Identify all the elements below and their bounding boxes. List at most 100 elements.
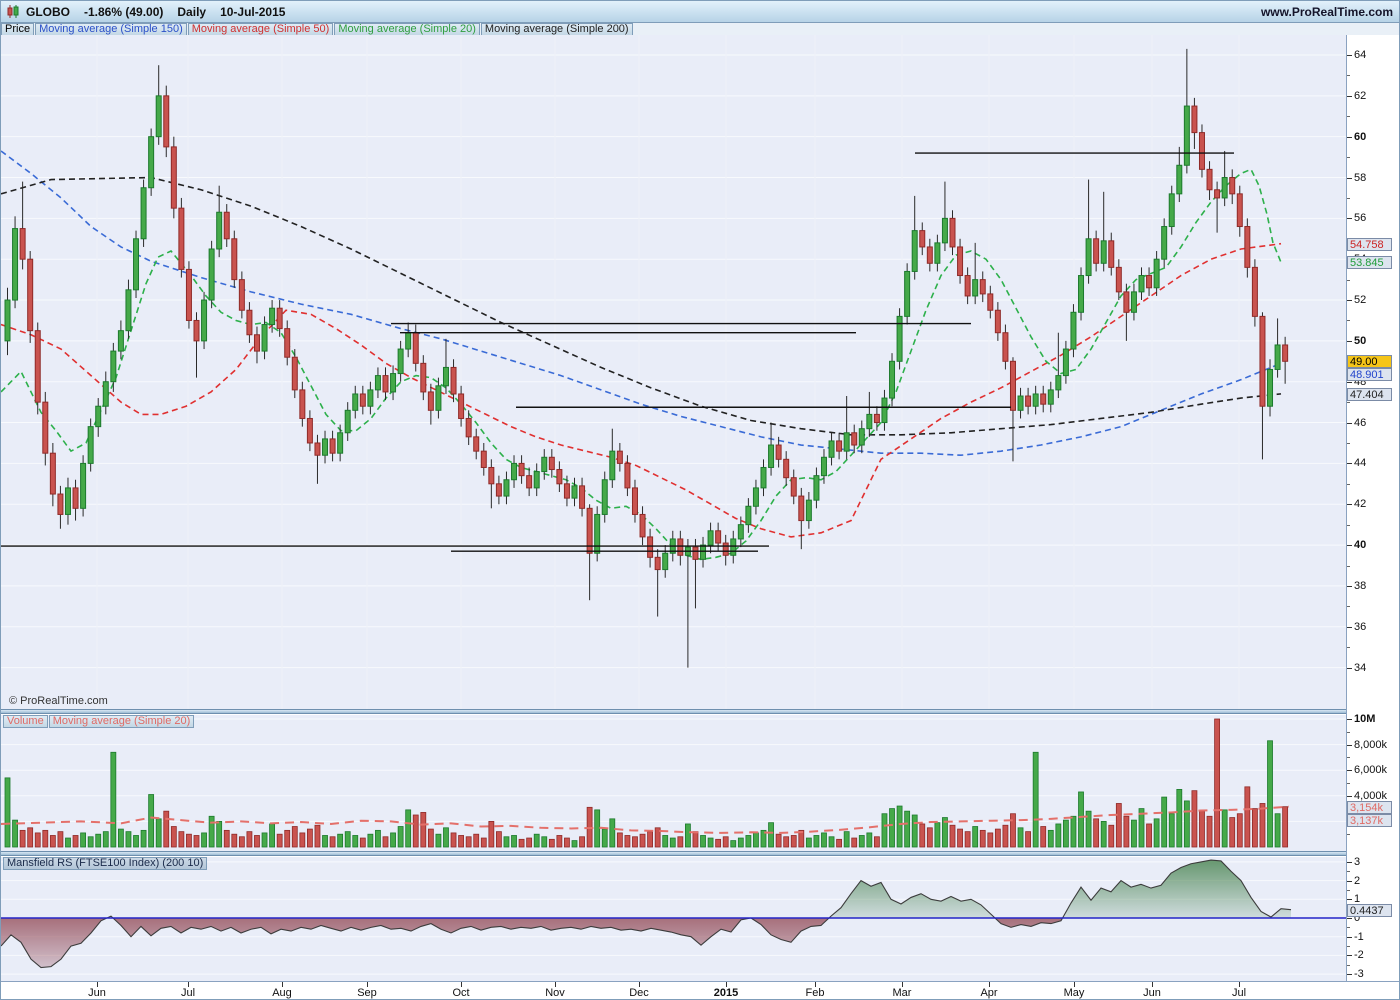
volume-bar	[715, 838, 722, 848]
time-axis[interactable]: Jun Jul Aug Sep Oct Nov Dec 2015 Feb Mar Apr May Jun…	[1, 981, 1399, 999]
month-tick	[97, 982, 98, 987]
volume-bar	[102, 831, 109, 848]
timeframe[interactable]: Daily	[177, 4, 207, 19]
candle	[601, 479, 608, 515]
candle	[216, 211, 223, 250]
volume-bar	[1229, 817, 1236, 848]
volume-bar	[526, 837, 533, 848]
candle	[201, 299, 208, 342]
volume-bar	[1032, 751, 1039, 848]
axis-tick	[1347, 918, 1352, 919]
candle	[881, 397, 888, 424]
candle	[843, 432, 850, 452]
candle	[442, 366, 449, 387]
volume-bar	[1138, 808, 1145, 848]
volume-bar	[1010, 813, 1016, 848]
price-tick-label: 42	[1354, 498, 1367, 511]
candle	[836, 440, 843, 452]
volume-bar	[488, 821, 495, 848]
volume-bar	[80, 832, 86, 848]
volume-bar	[1093, 818, 1100, 848]
copyright-text: © ProRealTime.com	[9, 695, 108, 707]
candle	[465, 417, 472, 438]
volume-bar	[170, 826, 177, 848]
candle	[692, 546, 699, 560]
candle	[223, 211, 230, 240]
volume-bar	[926, 827, 933, 848]
month-label: Dec	[629, 987, 649, 999]
axis-tick	[1347, 770, 1352, 772]
pane-divider-2[interactable]	[1, 851, 1399, 856]
volume-tick-label: 10M	[1354, 713, 1376, 725]
candle	[450, 366, 457, 395]
title-bar: GLOBO -1.86% (49.00) Daily 10-Jul-2015 w…	[1, 1, 1399, 23]
mansfield-rs-chart[interactable]	[1, 857, 1346, 981]
axis-tick	[1347, 136, 1352, 138]
rs-curve	[1, 859, 1292, 969]
volume-bar	[427, 828, 434, 848]
candle	[1244, 226, 1251, 268]
pane-divider-1[interactable]	[1, 709, 1399, 714]
website-link: www.ProRealTime.com	[1260, 4, 1393, 19]
volume-bar	[790, 835, 797, 848]
moving-average-lines	[1, 150, 1282, 561]
price-tick-label: 44	[1354, 457, 1367, 470]
candle	[382, 375, 389, 393]
volume-bar	[511, 835, 517, 848]
volume-bar	[556, 835, 563, 848]
month-label: Jun	[1143, 987, 1161, 999]
volume-bar	[609, 818, 616, 848]
price-tick-label: 64	[1354, 49, 1367, 61]
candle	[790, 477, 797, 497]
axis-tick	[1347, 422, 1352, 424]
price-indicator-tabs: Price Moving average (Simple 150) Moving a…	[1, 23, 1399, 37]
month-label: Feb	[805, 987, 825, 999]
price-gridlines	[1, 54, 1346, 669]
volume-chart[interactable]	[1, 715, 1346, 851]
axis-tick	[1347, 381, 1352, 383]
tab-mansfield-rs[interactable]: Mansfield RS (FTSE100 Index) (200 10)	[3, 857, 208, 870]
volume-pane[interactable]	[1, 715, 1346, 851]
price-change: -1.86% (49.00)	[84, 4, 164, 19]
volume-bar	[19, 829, 26, 848]
candle	[1002, 332, 1009, 362]
axis-minor-tick	[1347, 606, 1350, 608]
price-pane[interactable]	[1, 35, 1346, 709]
volume-bar	[919, 823, 926, 848]
candle	[1025, 395, 1032, 407]
symbol-name: GLOBO	[26, 4, 70, 19]
volume-bar	[193, 835, 200, 848]
candle	[594, 513, 601, 554]
candle	[866, 413, 873, 430]
month-label: Nov	[545, 987, 565, 999]
axis-minor-tick	[1347, 116, 1350, 118]
volume-bar	[1176, 789, 1183, 848]
volume-bar	[1259, 803, 1266, 848]
volume-bar	[821, 832, 827, 848]
candle	[813, 475, 820, 501]
tab-volume-ma20[interactable]: Moving average (Simple 20)	[48, 715, 195, 728]
volume-bar	[911, 814, 918, 848]
volume-bar	[299, 832, 306, 848]
volume-indicator-tabs: Volume Moving average (Simple 20)	[3, 715, 195, 733]
candle	[1108, 240, 1115, 268]
volume-bar	[1025, 831, 1031, 848]
candle	[49, 452, 56, 495]
candle	[87, 426, 94, 464]
candle	[412, 332, 419, 364]
volume-bar	[450, 832, 457, 848]
candle	[1251, 266, 1258, 317]
tab-volume[interactable]: Volume	[3, 715, 48, 728]
axis-minor-tick	[1347, 279, 1350, 281]
axis-tick	[1347, 795, 1352, 797]
value-axis[interactable]: 3436384042444648505254565860626410M8,000…	[1346, 35, 1399, 981]
volume-bar	[27, 827, 34, 848]
candle	[1176, 164, 1183, 195]
candle	[208, 248, 215, 301]
volume-bar	[435, 833, 442, 848]
price-chart[interactable]	[1, 35, 1346, 709]
candle	[556, 469, 563, 485]
month-tick	[188, 982, 189, 987]
candle	[1115, 266, 1122, 293]
axis-minor-tick	[1347, 157, 1350, 159]
